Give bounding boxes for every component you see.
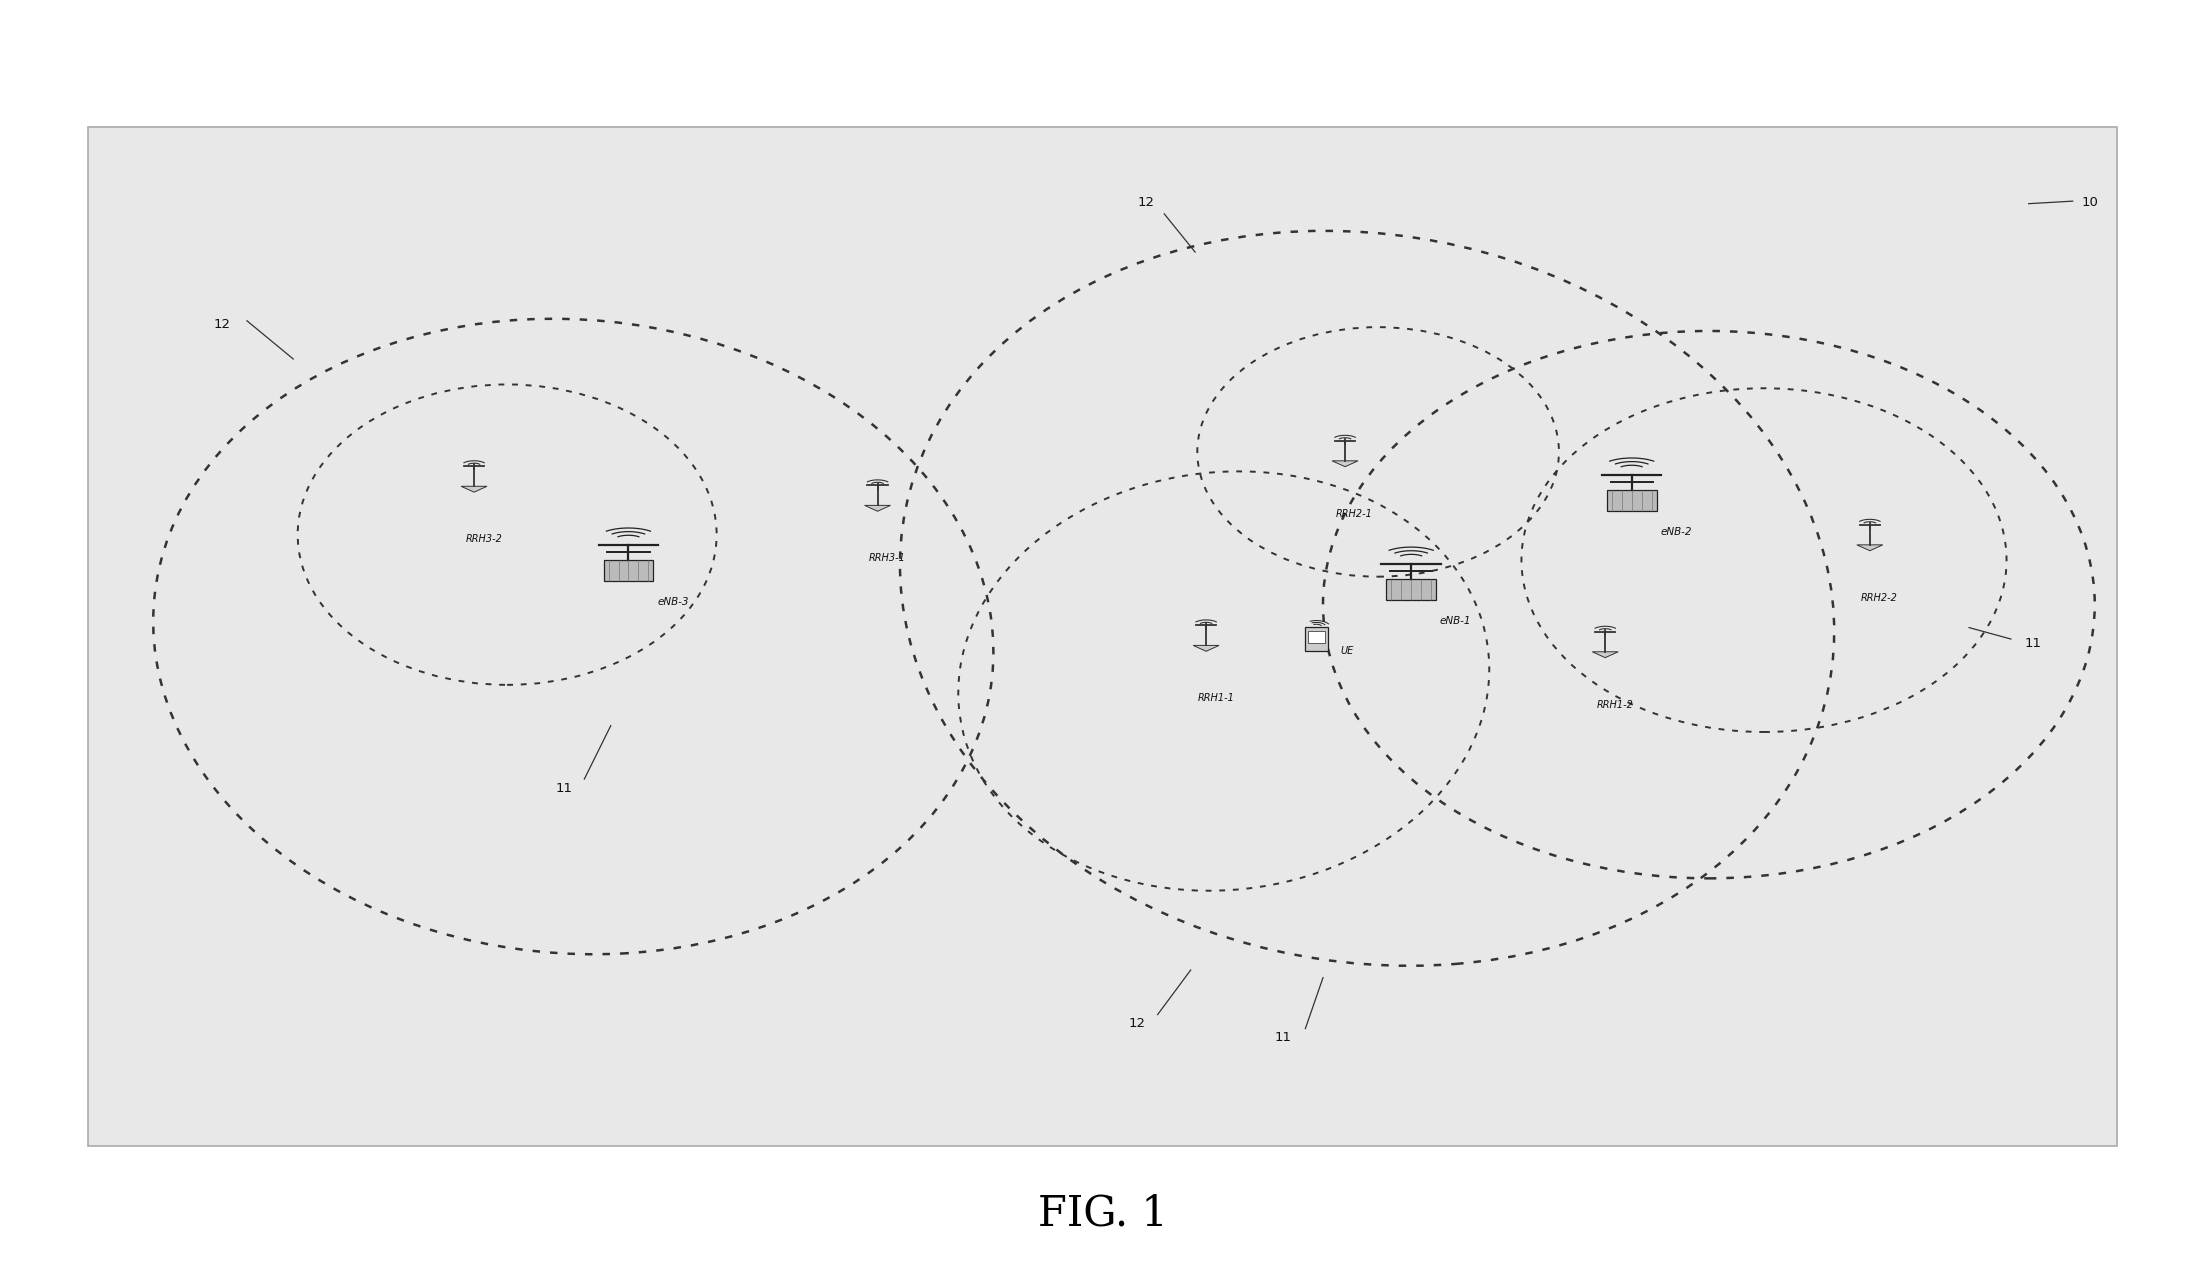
Text: UE: UE [1341,647,1354,657]
Text: RRH3-2: RRH3-2 [465,535,503,545]
Text: FIG. 1: FIG. 1 [1039,1193,1166,1235]
Bar [1308,631,1325,643]
Text: 11: 11 [556,782,573,794]
Bar [1607,490,1656,510]
Bar [1305,626,1327,652]
Polygon shape [1857,545,1883,551]
Text: 12: 12 [1129,1017,1147,1030]
Text: eNB-3: eNB-3 [657,597,688,607]
Polygon shape [864,505,891,512]
Text: 11: 11 [2024,636,2042,649]
Text: RRH1-2: RRH1-2 [1596,700,1634,710]
Text: RRH1-1: RRH1-1 [1197,694,1235,704]
Text: 12: 12 [1138,196,1155,209]
Polygon shape [1332,461,1358,467]
Text: eNB-2: eNB-2 [1660,527,1691,537]
Text: RRH2-1: RRH2-1 [1336,509,1374,519]
Bar [604,560,653,580]
FancyBboxPatch shape [88,127,2117,1146]
Text: eNB-1: eNB-1 [1440,616,1471,626]
Text: 10: 10 [2082,196,2099,209]
Polygon shape [1592,652,1618,658]
Text: RRH3-1: RRH3-1 [869,554,906,564]
Polygon shape [461,486,487,493]
Text: RRH2-2: RRH2-2 [1861,593,1899,603]
Bar [1387,579,1435,600]
Polygon shape [1193,645,1219,652]
Text: 12: 12 [214,318,232,331]
Text: 11: 11 [1274,1031,1292,1044]
